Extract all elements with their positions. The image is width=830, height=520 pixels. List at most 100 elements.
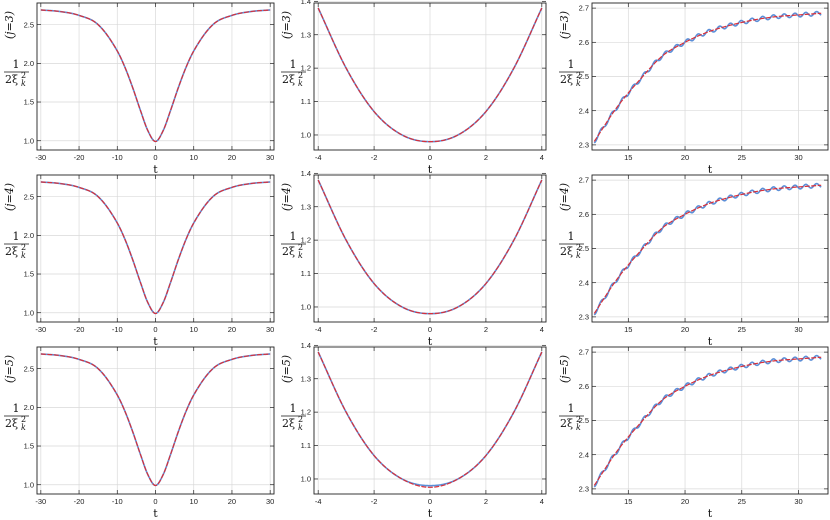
y-tick-label: 1.0 <box>24 308 34 317</box>
chart-panel-2: -4 -2 0 2 41.01.11.21.31.4t(j=3)12ξ 2k <box>280 0 547 176</box>
ylabel-subscript: k <box>576 79 581 88</box>
x-tick-label: 30 <box>794 153 802 162</box>
x-tick-label: 15 <box>624 153 632 162</box>
ylabel-subscript: k <box>298 251 303 260</box>
x-tick-label: 0 <box>428 153 432 162</box>
y-tick-label: 2.6 <box>579 382 589 391</box>
y-tick-label: 1.3 <box>301 202 311 211</box>
row-label: (j=4) <box>280 183 293 211</box>
chart-panel-1: -30 -20 -10 0 10 20 30 1.0 1.5 2.0 2.5 t (j=3) 1 2ξ 2k <box>3 2 275 176</box>
y-tick-label: 2.0 <box>24 403 34 412</box>
y-tick-label: 1.5 <box>24 442 34 451</box>
y-tick-label: 1.2 <box>301 236 311 245</box>
ylabel-subscript: k <box>21 251 26 260</box>
y-tick-label: 2.0 <box>24 231 34 240</box>
x-tick-label: 2 <box>484 497 488 506</box>
series-line-2 <box>317 7 543 143</box>
y-tick-label: 1.4 <box>301 341 311 350</box>
x-tick-label: -10 <box>112 325 123 334</box>
ylabel-denominator: 2ξ <box>282 73 295 86</box>
series-line-2 <box>593 356 822 486</box>
y-tick-label: 1.0 <box>301 131 311 140</box>
x-tick-label: -2 <box>371 325 378 334</box>
x-tick-label: 10 <box>190 153 198 162</box>
ylabel-superscript: 2 <box>576 243 581 252</box>
series-line-2 <box>317 179 543 315</box>
ylabel-denominator: 2ξ <box>282 417 295 430</box>
x-tick-label: 25 <box>738 325 746 334</box>
x-tick-label: -30 <box>35 497 46 506</box>
series-line-1 <box>593 182 822 316</box>
ylabel-numerator: 1 <box>568 58 575 71</box>
row-label-group: (j=4) <box>3 183 16 211</box>
x-tick-label: 30 <box>266 497 274 506</box>
x-tick-label: -10 <box>112 497 123 506</box>
ylabel-numerator: 1 <box>290 230 297 243</box>
row-label: (j=3) <box>280 11 293 39</box>
ylabel-subscript: k <box>21 79 26 88</box>
row-label-group: (j=4) <box>280 183 293 211</box>
y-tick-label: 1.1 <box>301 441 311 450</box>
y-tick-label: 1.1 <box>301 97 311 106</box>
x-tick-label: 20 <box>228 325 236 334</box>
series-line-1 <box>593 10 822 144</box>
x-tick-label: -30 <box>35 153 46 162</box>
y-tick-label: 1.2 <box>301 408 311 417</box>
y-tick-label: 2.0 <box>24 59 34 68</box>
x-tick-label: 20 <box>681 153 689 162</box>
y-tick-label: 2.7 <box>579 4 589 13</box>
y-tick-label: 2.5 <box>24 20 34 29</box>
x-tick-label: 0 <box>153 497 157 506</box>
x-tick-label: -20 <box>74 497 85 506</box>
ylabel-superscript: 2 <box>298 71 303 80</box>
series-line-2 <box>593 12 822 142</box>
chart-panel-7: -30 -20 -10 0 10 20 30 1.0 1.5 2.0 2.5 t (j=5) 1 2ξ 2k <box>3 346 275 520</box>
ylabel-superscript: 2 <box>576 71 581 80</box>
ylabel-numerator: 1 <box>13 402 20 415</box>
y-tick-label: 1.2 <box>301 64 311 73</box>
y-tick-label: 2.6 <box>579 210 589 219</box>
chart-panel-4: -30 -20 -10 0 10 20 30 1.0 1.5 2.0 2.5 t (j=4) 1 2ξ 2k <box>3 174 275 348</box>
row-label: (j=3) <box>3 11 16 39</box>
ylabel-subscript: k <box>21 423 26 432</box>
ylabel-denominator: 2ξ <box>560 417 573 430</box>
chart-panel-9: 15 20 25 30 2.3 2.4 2.5 2.6 2.7 t (j=5) 1 2ξ 2k <box>558 346 829 520</box>
ylabel-superscript: 2 <box>576 415 581 424</box>
x-tick-label: 0 <box>153 325 157 334</box>
y-tick-label: 1.0 <box>301 475 311 484</box>
row-label: (j=5) <box>558 355 571 383</box>
x-tick-label: -4 <box>315 325 322 334</box>
y-tick-label: 2.7 <box>579 176 589 185</box>
ylabel-subscript: k <box>298 79 303 88</box>
x-tick-label: 25 <box>738 497 746 506</box>
y-tick-label: 2.3 <box>579 140 589 149</box>
x-axis-label: t <box>153 507 158 520</box>
x-tick-label: 20 <box>681 497 689 506</box>
y-tick-label: 1.1 <box>301 269 311 278</box>
ylabel-subscript: k <box>576 423 581 432</box>
x-axis-label: t <box>708 335 713 348</box>
x-axis-label: t <box>428 507 433 520</box>
x-tick-label: 30 <box>266 325 274 334</box>
y-tick-label: 1.4 <box>301 0 311 6</box>
x-tick-label: 2 <box>484 325 488 334</box>
x-tick-label: 4 <box>540 153 544 162</box>
x-tick-label: 2 <box>484 153 488 162</box>
chart-panel-8: -4 -2 0 2 41.01.11.21.31.4t(j=5)12ξ 2k <box>280 341 547 520</box>
ylabel-subscript: k <box>298 423 303 432</box>
x-tick-label: 20 <box>228 153 236 162</box>
x-axis-label: t <box>428 335 433 348</box>
x-axis-label: t <box>708 507 713 520</box>
y-tick-label: 2.3 <box>579 312 589 321</box>
row-label-group: (j=3) <box>558 11 571 39</box>
series-line-1 <box>593 354 822 488</box>
x-tick-label: -20 <box>74 325 85 334</box>
x-tick-label: 0 <box>428 325 432 334</box>
ylabel-subscript: k <box>576 251 581 260</box>
x-axis-label: t <box>428 163 433 176</box>
chart-panel-6: 15 20 25 30 2.3 2.4 2.5 2.6 2.7 t (j=4) 1 2ξ 2k <box>558 174 829 348</box>
y-tick-label: 1.3 <box>301 374 311 383</box>
y-tick-label: 2.5 <box>579 416 589 425</box>
ylabel-superscript: 2 <box>298 415 303 424</box>
